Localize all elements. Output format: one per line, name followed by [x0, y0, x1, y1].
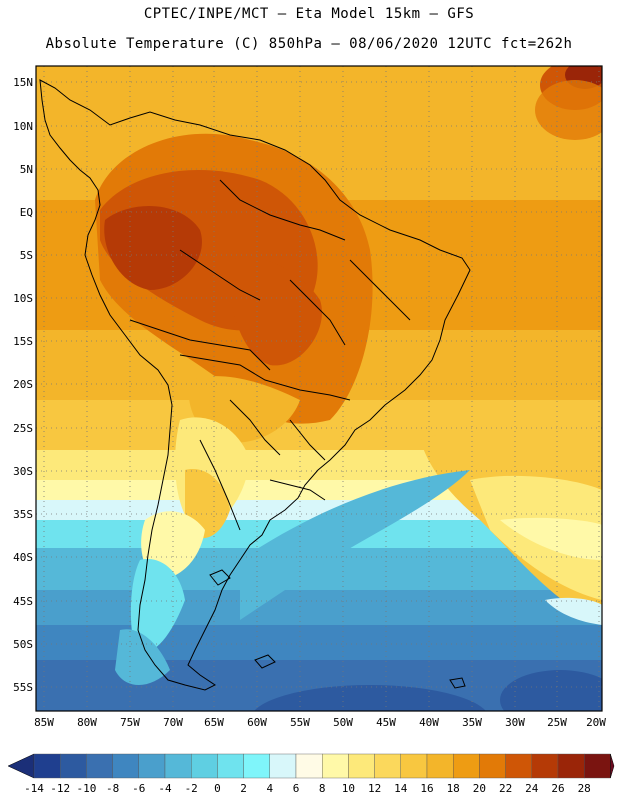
colorbar-label: -8 — [106, 782, 119, 795]
colorbar-swatch — [112, 753, 139, 779]
colorbar-swatch — [322, 753, 349, 779]
colorbar-swatch — [243, 753, 271, 779]
colorbar-label: 26 — [551, 782, 564, 795]
lat-label: 5N — [20, 163, 33, 176]
lon-label: 25W — [547, 716, 567, 729]
colorbar-swatch — [374, 753, 402, 779]
colorbar-label: 10 — [342, 782, 355, 795]
colorbar-swatch — [400, 753, 428, 779]
colorbar-label: -14 — [24, 782, 44, 795]
colorbar-label: 28 — [578, 782, 591, 795]
lon-label: 40W — [419, 716, 439, 729]
lat-label: 35S — [13, 508, 33, 521]
colorbar-swatch — [217, 753, 244, 779]
longitude-axis: 85W 80W 75W 70W 65W 60W 55W 50W 45W 40W … — [34, 716, 606, 729]
lat-label: 50S — [13, 638, 33, 651]
lon-label: 45W — [376, 716, 396, 729]
colorbar-swatch — [295, 753, 323, 779]
lat-label: 5S — [20, 249, 33, 262]
colorbar-label: 4 — [266, 782, 273, 795]
lon-label: 80W — [77, 716, 97, 729]
plot-frame — [35, 65, 603, 712]
colorbar-label: -10 — [76, 782, 96, 795]
colorbar-label: -12 — [50, 782, 70, 795]
lon-label: 75W — [120, 716, 140, 729]
colorbar-swatch — [60, 753, 87, 779]
colorbar-swatch — [531, 753, 559, 779]
colorbar-label: 18 — [447, 782, 460, 795]
colorbar-swatch — [505, 753, 533, 779]
colorbar-arrow-high — [610, 753, 615, 779]
colorbar-swatch — [138, 753, 166, 779]
lat-label: 55S — [13, 681, 33, 694]
lon-label: 65W — [204, 716, 224, 729]
colorbar-label: -2 — [185, 782, 198, 795]
colorbar-label: 0 — [214, 782, 221, 795]
color-swatches — [7, 753, 615, 779]
title-line-1: CPTEC/INPE/MCT – Eta Model 15km – GFS — [143, 6, 475, 22]
colorbar-label: 24 — [525, 782, 539, 795]
lon-label: 30W — [505, 716, 525, 729]
coastlines — [39, 79, 471, 691]
colorbar-swatch — [584, 753, 611, 779]
lon-label: 60W — [247, 716, 267, 729]
colorbar-swatch — [557, 753, 585, 779]
colorbar-arrow-low — [7, 753, 35, 779]
colorbar-label: 16 — [420, 782, 433, 795]
lon-label: 70W — [163, 716, 183, 729]
lat-label: 25S — [13, 422, 33, 435]
lat-label: 10N — [13, 120, 33, 133]
colorbar-swatch — [348, 753, 375, 779]
colorbar-label: -6 — [132, 782, 145, 795]
lon-label: 55W — [290, 716, 310, 729]
lat-label: 10S — [13, 292, 33, 305]
lat-label: 15N — [13, 76, 33, 89]
colorbar-label: 22 — [499, 782, 512, 795]
colorbar-label: 14 — [394, 782, 408, 795]
colorbar-swatch — [190, 753, 218, 779]
colorbar-swatch — [269, 753, 297, 779]
lat-label: 15S — [13, 335, 33, 348]
colorbar-swatch — [33, 753, 61, 779]
color-scale-labels: -14 -12 -10 -8 -6 -4 -2 0 2 4 6 8 10 12 14 16 18 20 22 24 26… — [24, 782, 591, 795]
colorbar-label: 8 — [319, 782, 326, 795]
lon-label: 50W — [333, 716, 353, 729]
title-line-2: Absolute Temperature (C) 850hPa – 08/06/… — [45, 36, 573, 52]
lat-label: 40S — [13, 551, 33, 564]
colorbar-label: -4 — [158, 782, 172, 795]
colorbar-swatch — [479, 753, 506, 779]
colorbar-label: 20 — [473, 782, 486, 795]
lon-label: 35W — [462, 716, 482, 729]
colorbar-label: 6 — [293, 782, 300, 795]
lon-label: 20W — [586, 716, 606, 729]
lat-label: 30S — [13, 465, 33, 478]
colorbar-label: 2 — [240, 782, 247, 795]
lat-label: 20S — [13, 378, 33, 391]
lat-label: EQ — [20, 206, 33, 219]
latitude-axis: 15N 10N 5N EQ 5S 10S 15S 20S 25S 30S 35S… — [13, 76, 33, 694]
colorbar-swatch — [164, 753, 192, 779]
colorbar-swatch — [86, 753, 113, 779]
colorbar-swatch — [453, 753, 480, 779]
colorbar-label: 12 — [368, 782, 381, 795]
lon-label: 85W — [34, 716, 54, 729]
lat-label: 45S — [13, 595, 33, 608]
colorbar-swatch — [426, 753, 454, 779]
